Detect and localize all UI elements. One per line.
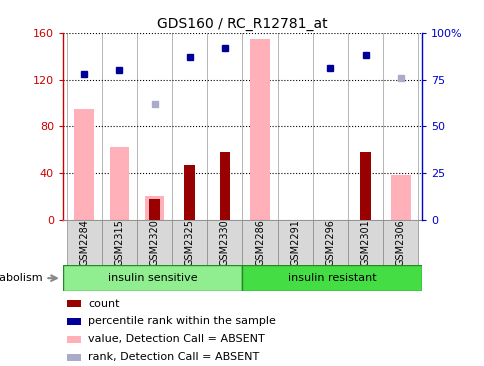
Bar (250, 39, 269, 220)
Bar (63, 265, 242, 291)
Text: GSM2320: GSM2320 (149, 219, 159, 266)
Bar (75, 109, 93, 220)
Bar (184, 165, 195, 220)
Text: insulin sensitive: insulin sensitive (108, 273, 197, 283)
Bar (66, 300, 81, 307)
Text: percentile rank within the sample: percentile rank within the sample (88, 316, 275, 326)
Text: GSM2291: GSM2291 (290, 219, 300, 266)
Bar (312, 220, 348, 265)
Bar (66, 354, 81, 361)
Bar (219, 152, 230, 220)
Text: metabolism: metabolism (0, 273, 43, 283)
Text: GSM2301: GSM2301 (360, 219, 370, 266)
Text: GSM2286: GSM2286 (255, 219, 265, 266)
Text: GSM2315: GSM2315 (114, 219, 124, 266)
Bar (66, 336, 81, 343)
Text: GSM2284: GSM2284 (79, 219, 89, 266)
Bar (360, 152, 370, 220)
Bar (145, 196, 164, 220)
Bar (348, 220, 382, 265)
Title: GDS160 / RC_R12781_at: GDS160 / RC_R12781_at (157, 16, 327, 30)
Bar (136, 220, 172, 265)
Bar (66, 318, 81, 325)
Text: GSM2325: GSM2325 (184, 219, 194, 266)
Text: GSM2306: GSM2306 (395, 219, 405, 266)
Bar (391, 175, 409, 220)
Bar (277, 220, 312, 265)
Bar (109, 147, 129, 220)
Bar (66, 220, 102, 265)
Bar (242, 265, 421, 291)
Bar (207, 220, 242, 265)
Text: insulin resistant: insulin resistant (287, 273, 376, 283)
Bar (382, 220, 418, 265)
Text: rank, Detection Call = ABSENT: rank, Detection Call = ABSENT (88, 352, 259, 362)
Text: GSM2330: GSM2330 (219, 219, 229, 266)
Bar (242, 220, 277, 265)
Text: count: count (88, 299, 120, 309)
Bar (102, 220, 136, 265)
Text: GSM2296: GSM2296 (325, 219, 335, 266)
Bar (149, 199, 160, 220)
Bar (172, 220, 207, 265)
Text: value, Detection Call = ABSENT: value, Detection Call = ABSENT (88, 334, 264, 344)
